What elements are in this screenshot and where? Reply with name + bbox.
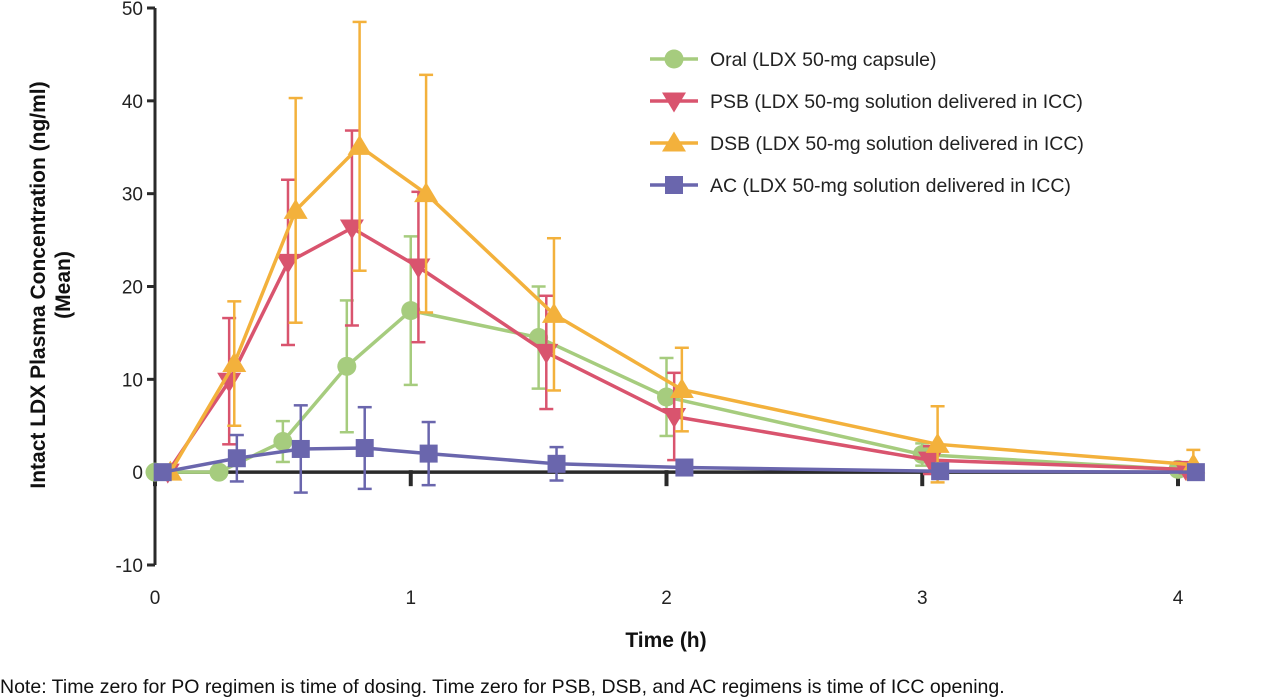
x-tick-label: 0 xyxy=(150,588,161,609)
y-tick-label: -10 xyxy=(116,556,143,577)
x-tick-label: 1 xyxy=(405,588,416,609)
legend-label: DSB (LDX 50-mg solution delivered in ICC… xyxy=(710,133,1084,155)
series-line xyxy=(166,226,1186,474)
data-point xyxy=(1186,463,1205,482)
data-point xyxy=(283,198,308,219)
x-axis-title: Time (h) xyxy=(625,629,706,652)
data-point xyxy=(153,463,172,482)
data-point xyxy=(347,134,372,155)
series-layer xyxy=(145,20,1206,494)
legend-label: AC (LDX 50-mg solution delivered in ICC) xyxy=(710,175,1071,197)
data-point xyxy=(547,454,566,473)
y-tick-label: 30 xyxy=(122,185,143,206)
axes: -10 0 10 20 30 40 50 0 1 2 3 4 xyxy=(116,0,1184,609)
legend-marker xyxy=(665,176,683,194)
legend: Oral (LDX 50-mg capsule) PSB (LDX 50-mg s… xyxy=(650,49,1084,197)
legend-label: Oral (LDX 50-mg capsule) xyxy=(710,49,937,71)
y-axis-title: Intact LDX Plasma Concentration (ng/ml) xyxy=(27,81,50,488)
data-point xyxy=(209,462,229,482)
data-point xyxy=(291,439,310,458)
data-point xyxy=(931,462,950,481)
legend-label: PSB (LDX 50-mg solution delivered in ICC… xyxy=(710,91,1083,113)
data-point xyxy=(925,432,950,453)
x-tick-label: 3 xyxy=(917,588,928,609)
data-point xyxy=(275,253,300,274)
data-point xyxy=(339,219,364,240)
x-tick-label: 2 xyxy=(661,588,672,609)
data-point xyxy=(337,356,357,376)
legend-item: Oral (LDX 50-mg capsule) xyxy=(650,49,937,71)
legend-item: PSB (LDX 50-mg solution delivered in ICC… xyxy=(650,91,1083,113)
data-point xyxy=(657,387,676,407)
y-tick-label: 0 xyxy=(132,463,143,484)
data-point xyxy=(675,458,694,477)
data-point xyxy=(222,352,247,373)
data-point xyxy=(401,301,421,321)
legend-marker xyxy=(662,92,686,113)
data-point xyxy=(355,439,374,458)
footnote: Note: Time zero for PO regimen is time o… xyxy=(0,676,1005,698)
data-point xyxy=(541,302,566,323)
legend-marker xyxy=(664,49,684,69)
data-point xyxy=(917,451,942,472)
data-point xyxy=(534,343,559,364)
legend-item: AC (LDX 50-mg solution delivered in ICC) xyxy=(650,175,1071,197)
series-square xyxy=(153,404,1205,494)
y-tick-label: 50 xyxy=(122,0,143,20)
legend-item: DSB (LDX 50-mg solution delivered in ICC… xyxy=(650,131,1084,155)
data-point xyxy=(273,432,293,452)
data-point xyxy=(662,407,687,428)
data-point xyxy=(406,258,431,279)
y-axis-title-line2: (Mean) xyxy=(52,251,75,319)
y-tick-label: 10 xyxy=(122,370,143,391)
series-triangle-down xyxy=(155,129,1198,484)
data-point xyxy=(414,182,439,203)
series-triangle-up xyxy=(158,20,1206,484)
data-point xyxy=(419,444,438,463)
data-point xyxy=(669,378,694,399)
x-tick-label: 4 xyxy=(1173,588,1184,609)
legend-marker xyxy=(662,131,686,152)
y-tick-label: 20 xyxy=(122,278,143,299)
y-tick-label: 40 xyxy=(122,92,143,113)
data-point xyxy=(227,449,246,468)
